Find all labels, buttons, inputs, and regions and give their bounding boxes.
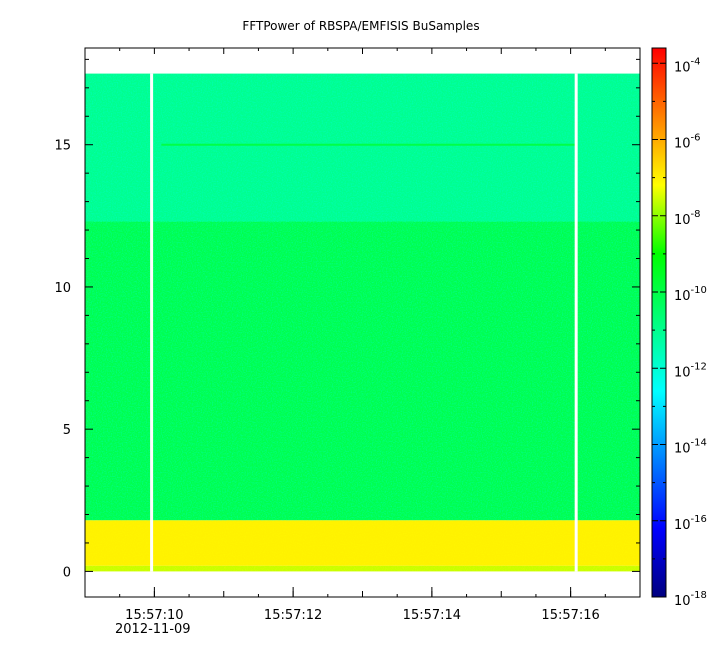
colorbar-tick-base: 10 xyxy=(674,213,691,228)
colorbar-tick-base: 10 xyxy=(674,594,691,609)
spectrogram-plot xyxy=(84,47,641,598)
colorbar-tick-label: 10-10 xyxy=(674,285,707,304)
spectrogram-band-texture-0 xyxy=(85,565,640,572)
x-tick-label: 15:57:14 xyxy=(403,608,461,623)
colorbar-tick-label: 10-14 xyxy=(674,438,707,457)
colorbar-tick-label: 10-4 xyxy=(674,56,701,75)
colorbar-tick-exponent: -10 xyxy=(691,285,707,296)
colorbar-tick-base: 10 xyxy=(674,518,691,533)
colorbar-tick-label: 10-18 xyxy=(674,590,707,609)
x-tick-label: 15:57:12 xyxy=(264,608,322,623)
x-axis: 15:57:10 15:57:12 15:57:14 15:57:16 xyxy=(84,48,641,623)
colorbar-tick-label: 10-12 xyxy=(674,361,707,380)
colorbar-tick-label: 10-16 xyxy=(674,514,707,533)
colorbar-tick-exponent: -6 xyxy=(691,133,701,144)
colorbar-tick-base: 10 xyxy=(674,137,691,152)
colorbar-tick-exponent: -18 xyxy=(691,590,707,601)
colorbar-scale xyxy=(651,47,667,598)
colorbar-tick-base: 10 xyxy=(674,365,691,380)
colorbar-tick-exponent: -4 xyxy=(691,56,701,67)
colorbar-tick-label: 10-8 xyxy=(674,209,701,228)
colorbar-tick-exponent: -14 xyxy=(691,438,707,449)
colorbar-tick-exponent: -8 xyxy=(691,209,701,220)
spectrogram-band-texture-1 xyxy=(85,520,640,566)
spectrogram-band-texture-2 xyxy=(85,221,640,521)
y-tick-label: 0 xyxy=(63,565,71,580)
colorbar-tick-exponent: -12 xyxy=(691,361,707,372)
y-tick-label: 5 xyxy=(63,423,71,438)
y-axis: 0 5 10 15 xyxy=(54,58,640,580)
x-tick-label: 15:57:10 xyxy=(125,608,183,623)
date-label: 2012-11-09 xyxy=(115,622,191,637)
chart-title: FFTPower of RBSPA/EMFISIS BuSamples xyxy=(242,19,479,33)
colorbar-tick-base: 10 xyxy=(674,60,691,75)
data-gap-0 xyxy=(150,73,154,572)
y-tick-label: 15 xyxy=(54,139,71,154)
colorbar-tick-exponent: -16 xyxy=(691,514,707,525)
spectrogram-band-texture-3 xyxy=(85,73,640,222)
colorbar-tick-label: 10-6 xyxy=(674,133,701,152)
data-gap-1 xyxy=(574,73,578,572)
colorbar-tick-base: 10 xyxy=(674,442,691,457)
x-tick-label: 15:57:16 xyxy=(541,608,599,623)
colorbar-tick-base: 10 xyxy=(674,289,691,304)
y-tick-label: 10 xyxy=(54,281,71,296)
